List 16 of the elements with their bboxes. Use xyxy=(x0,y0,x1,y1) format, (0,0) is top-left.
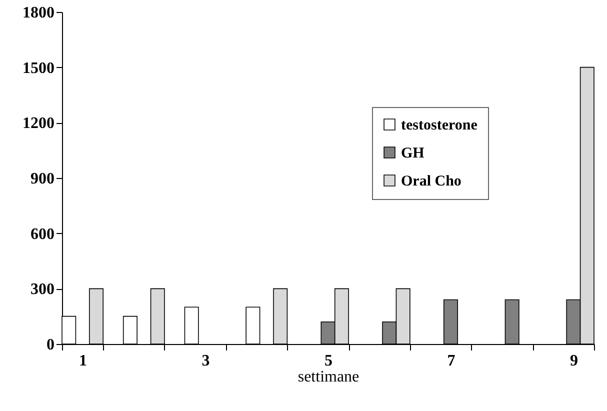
y-tick-label: 1200 xyxy=(22,115,54,132)
y-tick-label: 1500 xyxy=(22,60,54,77)
legend-label: GH xyxy=(401,146,425,162)
y-tick-label: 600 xyxy=(30,226,54,243)
x-tick-label: 9 xyxy=(570,352,578,370)
legend-label: Oral Cho xyxy=(401,174,462,190)
x-axis-title: settimane xyxy=(298,368,360,386)
x-tick-label: 1 xyxy=(79,352,88,370)
x-tick-label: 5 xyxy=(324,352,332,370)
x-tick-label: 3 xyxy=(202,352,210,370)
y-tick-label: 900 xyxy=(30,170,54,188)
y-tick-label: 1800 xyxy=(22,4,54,22)
y-tick-label: 300 xyxy=(30,281,54,298)
legend-label: testosterone xyxy=(401,118,478,134)
y-tick-label: 0 xyxy=(46,336,54,354)
x-tick-label: 7 xyxy=(447,352,456,370)
